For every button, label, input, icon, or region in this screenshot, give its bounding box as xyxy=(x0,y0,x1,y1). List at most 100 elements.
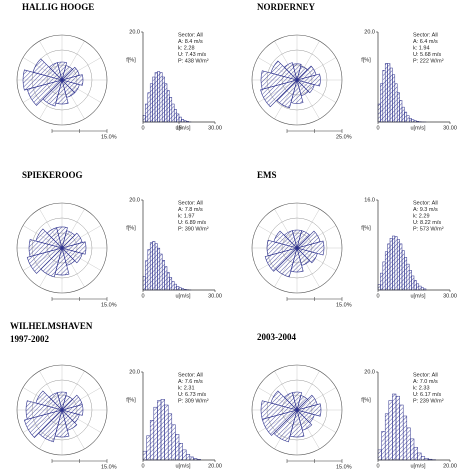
rose-sector xyxy=(48,62,63,82)
rose-sector xyxy=(22,69,64,91)
hist-bar xyxy=(380,83,384,123)
hist-bar xyxy=(171,103,175,123)
hist-bar xyxy=(418,285,422,291)
hist-bar xyxy=(142,450,147,461)
hist-bar xyxy=(392,235,396,291)
hist-bar xyxy=(154,72,158,123)
stats-line: P: 239 W/m² xyxy=(413,398,444,404)
hist-bar xyxy=(392,393,397,461)
hist-bar xyxy=(166,90,170,123)
hist-bar xyxy=(401,106,405,123)
hist-bar xyxy=(182,449,187,461)
hist-bar xyxy=(389,238,393,291)
hist-bar xyxy=(171,424,176,461)
hist-bar xyxy=(404,257,408,291)
stats-line: U: 8.22 m/s xyxy=(413,220,441,226)
stats-line: Sector: All xyxy=(413,372,438,378)
x-tick-label: 30.00 xyxy=(443,293,457,299)
stats-line: A: 7.0 m/s xyxy=(413,379,438,385)
hist-bar xyxy=(142,115,146,123)
rose-outer-ring xyxy=(16,34,108,126)
hist-bar xyxy=(176,113,180,123)
rose-sector xyxy=(35,390,64,411)
hist-bar xyxy=(160,399,165,461)
rose-outer-ring xyxy=(251,34,343,126)
hist-bar xyxy=(178,116,182,123)
rose-sector xyxy=(264,247,299,272)
rose-outer-ring xyxy=(251,364,343,456)
hist-bar xyxy=(149,242,153,291)
hist-bar xyxy=(413,446,418,461)
x-tick-label: 0 xyxy=(141,463,144,469)
x-tick-label: 0 xyxy=(141,293,144,299)
x-tick-label: 30.00 xyxy=(208,125,222,131)
stats-line: Sector: All xyxy=(178,372,203,378)
hist-bar xyxy=(377,449,382,461)
stats-line: U: 5.68 m/s xyxy=(413,52,441,58)
hist-bar xyxy=(394,236,398,291)
hist-bar xyxy=(381,431,386,461)
hist-bar xyxy=(173,283,177,291)
y-tick-label: 20.0 xyxy=(129,369,140,375)
hist-bar xyxy=(147,92,151,123)
y-axis-label: f[%] xyxy=(126,397,136,403)
hist-bar xyxy=(159,253,163,291)
scale-label: 15.0% xyxy=(336,302,352,308)
hist-bar xyxy=(377,284,381,291)
stats-line: P: 390 W/m² xyxy=(178,226,209,232)
scale-label: 15.0% xyxy=(336,464,352,470)
hist-bar xyxy=(146,435,151,461)
hist-bar xyxy=(173,109,177,123)
y-tick-label: 20.0 xyxy=(364,29,375,35)
y-tick-label: 20.0 xyxy=(129,197,140,203)
rose-sector xyxy=(270,60,299,81)
rose-sector xyxy=(28,239,64,257)
hist-bar xyxy=(420,456,426,461)
hist-bar xyxy=(387,63,391,123)
stats-line: P: 222 W/m² xyxy=(413,58,444,64)
stats-line: k: 2.31 xyxy=(178,385,195,391)
hist-bar xyxy=(396,239,400,291)
rose-sector xyxy=(25,400,64,420)
hist-bar xyxy=(399,243,403,291)
panel-title: 2003-2004 xyxy=(257,332,296,342)
stats-line: P: 573 W/m² xyxy=(413,226,444,232)
hist-bar xyxy=(387,243,391,291)
rose-outer-ring xyxy=(16,202,108,294)
hist-bar xyxy=(389,67,393,123)
x-tick-label: 0 xyxy=(376,125,379,131)
hist-bar xyxy=(171,281,175,291)
y-axis-label: f[%] xyxy=(361,225,371,231)
hist-bar xyxy=(157,71,161,123)
hist-bar xyxy=(411,275,415,291)
rose-sector xyxy=(270,390,299,411)
stats-line: P: 309 W/m² xyxy=(178,398,209,404)
x-tick-label: 15 xyxy=(176,125,182,131)
rose-sector xyxy=(260,79,299,108)
hist-bar xyxy=(153,406,158,461)
hist-bar xyxy=(185,454,191,461)
scale-label: 25.0% xyxy=(336,134,352,140)
hist-bar xyxy=(169,97,173,123)
panel-title: NORDERNEY xyxy=(257,2,316,12)
stats-line: P: 438 W/m² xyxy=(178,58,209,64)
panel-title: HALLIG HOOGE xyxy=(22,2,94,12)
hist-bar xyxy=(167,413,173,461)
x-tick-label: 20.00 xyxy=(208,463,222,469)
hist-bar xyxy=(395,395,400,461)
rose-sector xyxy=(266,239,299,257)
stats-line: A: 6.4 m/s xyxy=(413,39,438,45)
hist-bar xyxy=(176,286,180,291)
stats-line: A: 9.3 m/s xyxy=(413,207,438,213)
hist-bar xyxy=(149,83,153,123)
scale-label: 15.0% xyxy=(101,302,117,308)
rose-sector xyxy=(295,79,315,94)
stats-line: Sector: All xyxy=(178,32,203,38)
rose-sector xyxy=(260,70,299,90)
rose-sector xyxy=(295,240,325,256)
y-tick-label: 20.0 xyxy=(129,29,140,35)
rose-sector xyxy=(32,58,64,81)
rose-sector xyxy=(295,73,321,87)
panel-title: SPIEKEROOG xyxy=(22,170,83,180)
